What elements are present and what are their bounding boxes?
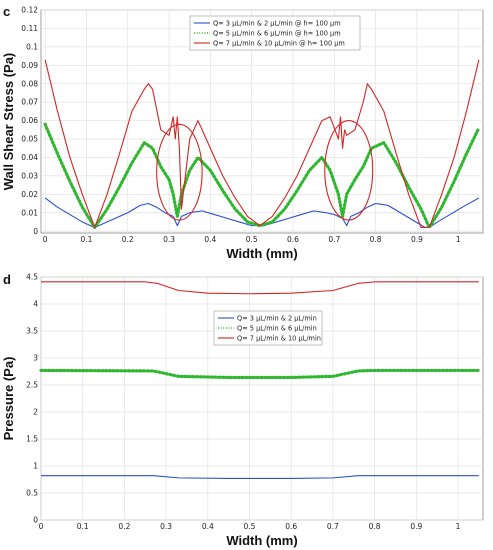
series-line-2 [39,368,481,380]
x-tick-label: 0.1 [80,235,92,244]
x-tick-label: 0.2 [122,235,134,244]
series-lines [43,59,481,230]
y-tick-label: 0.1 [26,42,38,51]
y-tick-label: 0.08 [21,79,38,88]
x-tick-label: 0.2 [118,522,130,531]
y-axis-title: Wall Shear Stress (Pa) [1,53,16,191]
highlight-ellipse-1 [156,123,203,221]
x-tick-label: 0.8 [370,235,382,244]
x-tick-labels: 0 0.1 0.2 0.3 0.4 0.5 0.6 0.7 0.8 0.9 1 [43,235,461,244]
x-tick-label: 1 [456,522,461,531]
legend-label-1: Q= 3 μL/min & 2 μL/min @ h= 100 μm [213,19,341,27]
legend-label-1: Q= 3 μL/min & 2 μL/min [237,314,317,322]
y-tick-label: 4 [33,300,38,309]
x-tick-label: 0.6 [287,235,299,244]
y-tick-label: 1 [33,462,38,471]
legend-label-3: Q= 7 μL/min & 10 μL/min [237,334,321,342]
y-tick-label: 0.01 [21,208,38,217]
series-line-3 [44,59,480,229]
gridlines [40,276,483,521]
x-tick-label: 0.4 [204,235,216,244]
highlight-ellipse-2 [324,120,374,221]
x-axis-title: Width (mm) [226,533,297,548]
y-tick-label: 0.09 [21,61,38,70]
y-tick-labels: 0 0.5 1 1.5 2 2.5 3 3.5 4 4.5 [26,273,38,525]
x-tick-label: 0.9 [411,235,423,244]
y-tick-label: 0.03 [21,171,38,180]
x-tick-label: 0.7 [327,522,339,531]
wall-shear-stress-chart: c 0 0.1 0.2 0.3 0.4 0.5 0.6 0.7 0.8 0.9 1 0 0.01 0.0… [1,4,484,261]
y-tick-label: 2.5 [26,381,38,390]
y-tick-label: 3.5 [26,327,38,336]
x-tick-label: 0 [39,522,44,531]
legend-label-2: Q= 5 μL/min & 6 μL/min @ h= 100 μm [213,29,341,37]
y-tick-label: 0.5 [26,489,38,498]
x-tick-label: 0.6 [285,522,297,531]
y-tick-label: 3 [33,354,38,363]
x-tick-label: 0.4 [202,522,214,531]
y-tick-label: 0.02 [21,190,38,199]
legend-box [189,15,361,51]
x-tick-label: 0.7 [328,235,340,244]
y-tick-label: 1.5 [26,435,38,444]
series-lines [39,281,481,479]
x-tick-label: 0.8 [369,522,381,531]
legend: Q= 3 μL/min & 2 μL/min @ h= 100 μm Q= 5 μ… [189,15,361,51]
y-tick-label: 0.07 [21,98,38,107]
x-tick-labels: 0 0.1 0.2 0.3 0.4 0.5 0.6 0.7 0.8 0.9 1 [39,522,461,531]
x-tick-label: 0.1 [77,522,89,531]
y-tick-labels: 0 0.01 0.02 0.03 0.04 0.05 0.06 0.07 0.08 0.09 0.1… [21,6,38,236]
y-tick-label: 0.05 [21,135,38,144]
x-tick-label: 0 [43,235,48,244]
series-line-3 [41,281,479,295]
pressure-chart: d 0 0.1 0.2 0.3 0.4 0.5 0.6 0.7 0.8 0.9 1 0 0.5 1 1.5… [1,272,484,548]
y-tick-label: 0 [33,227,38,236]
y-axis-title: Pressure (Pa) [1,357,16,441]
y-tick-label: 0.06 [21,116,38,125]
series-line-1 [41,475,479,479]
y-tick-label: 0.04 [21,153,38,162]
x-tick-label: 0.5 [246,235,258,244]
y-tick-label: 4.5 [26,273,38,282]
y-tick-label: 0.11 [21,24,38,33]
panel-label-d: d [3,272,11,287]
y-tick-label: 0 [33,516,38,525]
x-tick-label: 0.3 [160,522,172,531]
annotation-ellipses [156,120,374,221]
panel-label-c: c [3,4,10,19]
y-tick-label: 0.12 [21,6,38,15]
legend-label-2: Q= 5 μL/min & 6 μL/min [237,324,317,332]
x-tick-label: 0.9 [410,522,422,531]
legend-label-3: Q= 7 μL/min & 10 μL/min @ h= 100 μm [213,39,345,47]
x-tick-label: 0.3 [163,235,175,244]
x-axis-title: Width (mm) [226,246,297,261]
x-tick-label: 0.5 [244,522,256,531]
x-tick-label: 1 [456,235,461,244]
y-tick-label: 2 [33,408,38,417]
legend: Q= 3 μL/min & 2 μL/min Q= 5 μL/min & 6 μL… [213,310,323,346]
